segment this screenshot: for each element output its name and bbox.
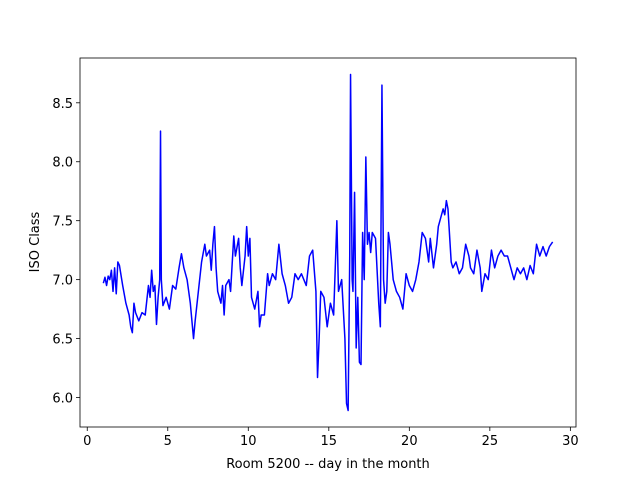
x-tick-label: 30	[562, 434, 579, 449]
x-tick-label: 5	[164, 434, 172, 449]
x-tick-label: 0	[83, 434, 91, 449]
x-tick-label: 25	[482, 434, 499, 449]
x-axis-label: Room 5200 -- day in the month	[226, 457, 430, 472]
x-tick-label: 15	[321, 434, 338, 449]
plot-frame	[79, 57, 577, 428]
y-tick-label: 6.5	[52, 333, 73, 348]
y-tick-label: 6.0	[52, 392, 73, 407]
y-tick-label: 8.0	[52, 156, 73, 171]
y-tick-label: 7.5	[52, 215, 73, 230]
data-line	[102, 73, 554, 412]
x-tick-label: 10	[240, 434, 257, 449]
x-tick-label: 20	[401, 434, 418, 449]
y-tick-label: 7.0	[52, 274, 73, 289]
y-axis-label: ISO Class	[28, 211, 43, 272]
y-tick-label: 8.5	[52, 97, 73, 112]
